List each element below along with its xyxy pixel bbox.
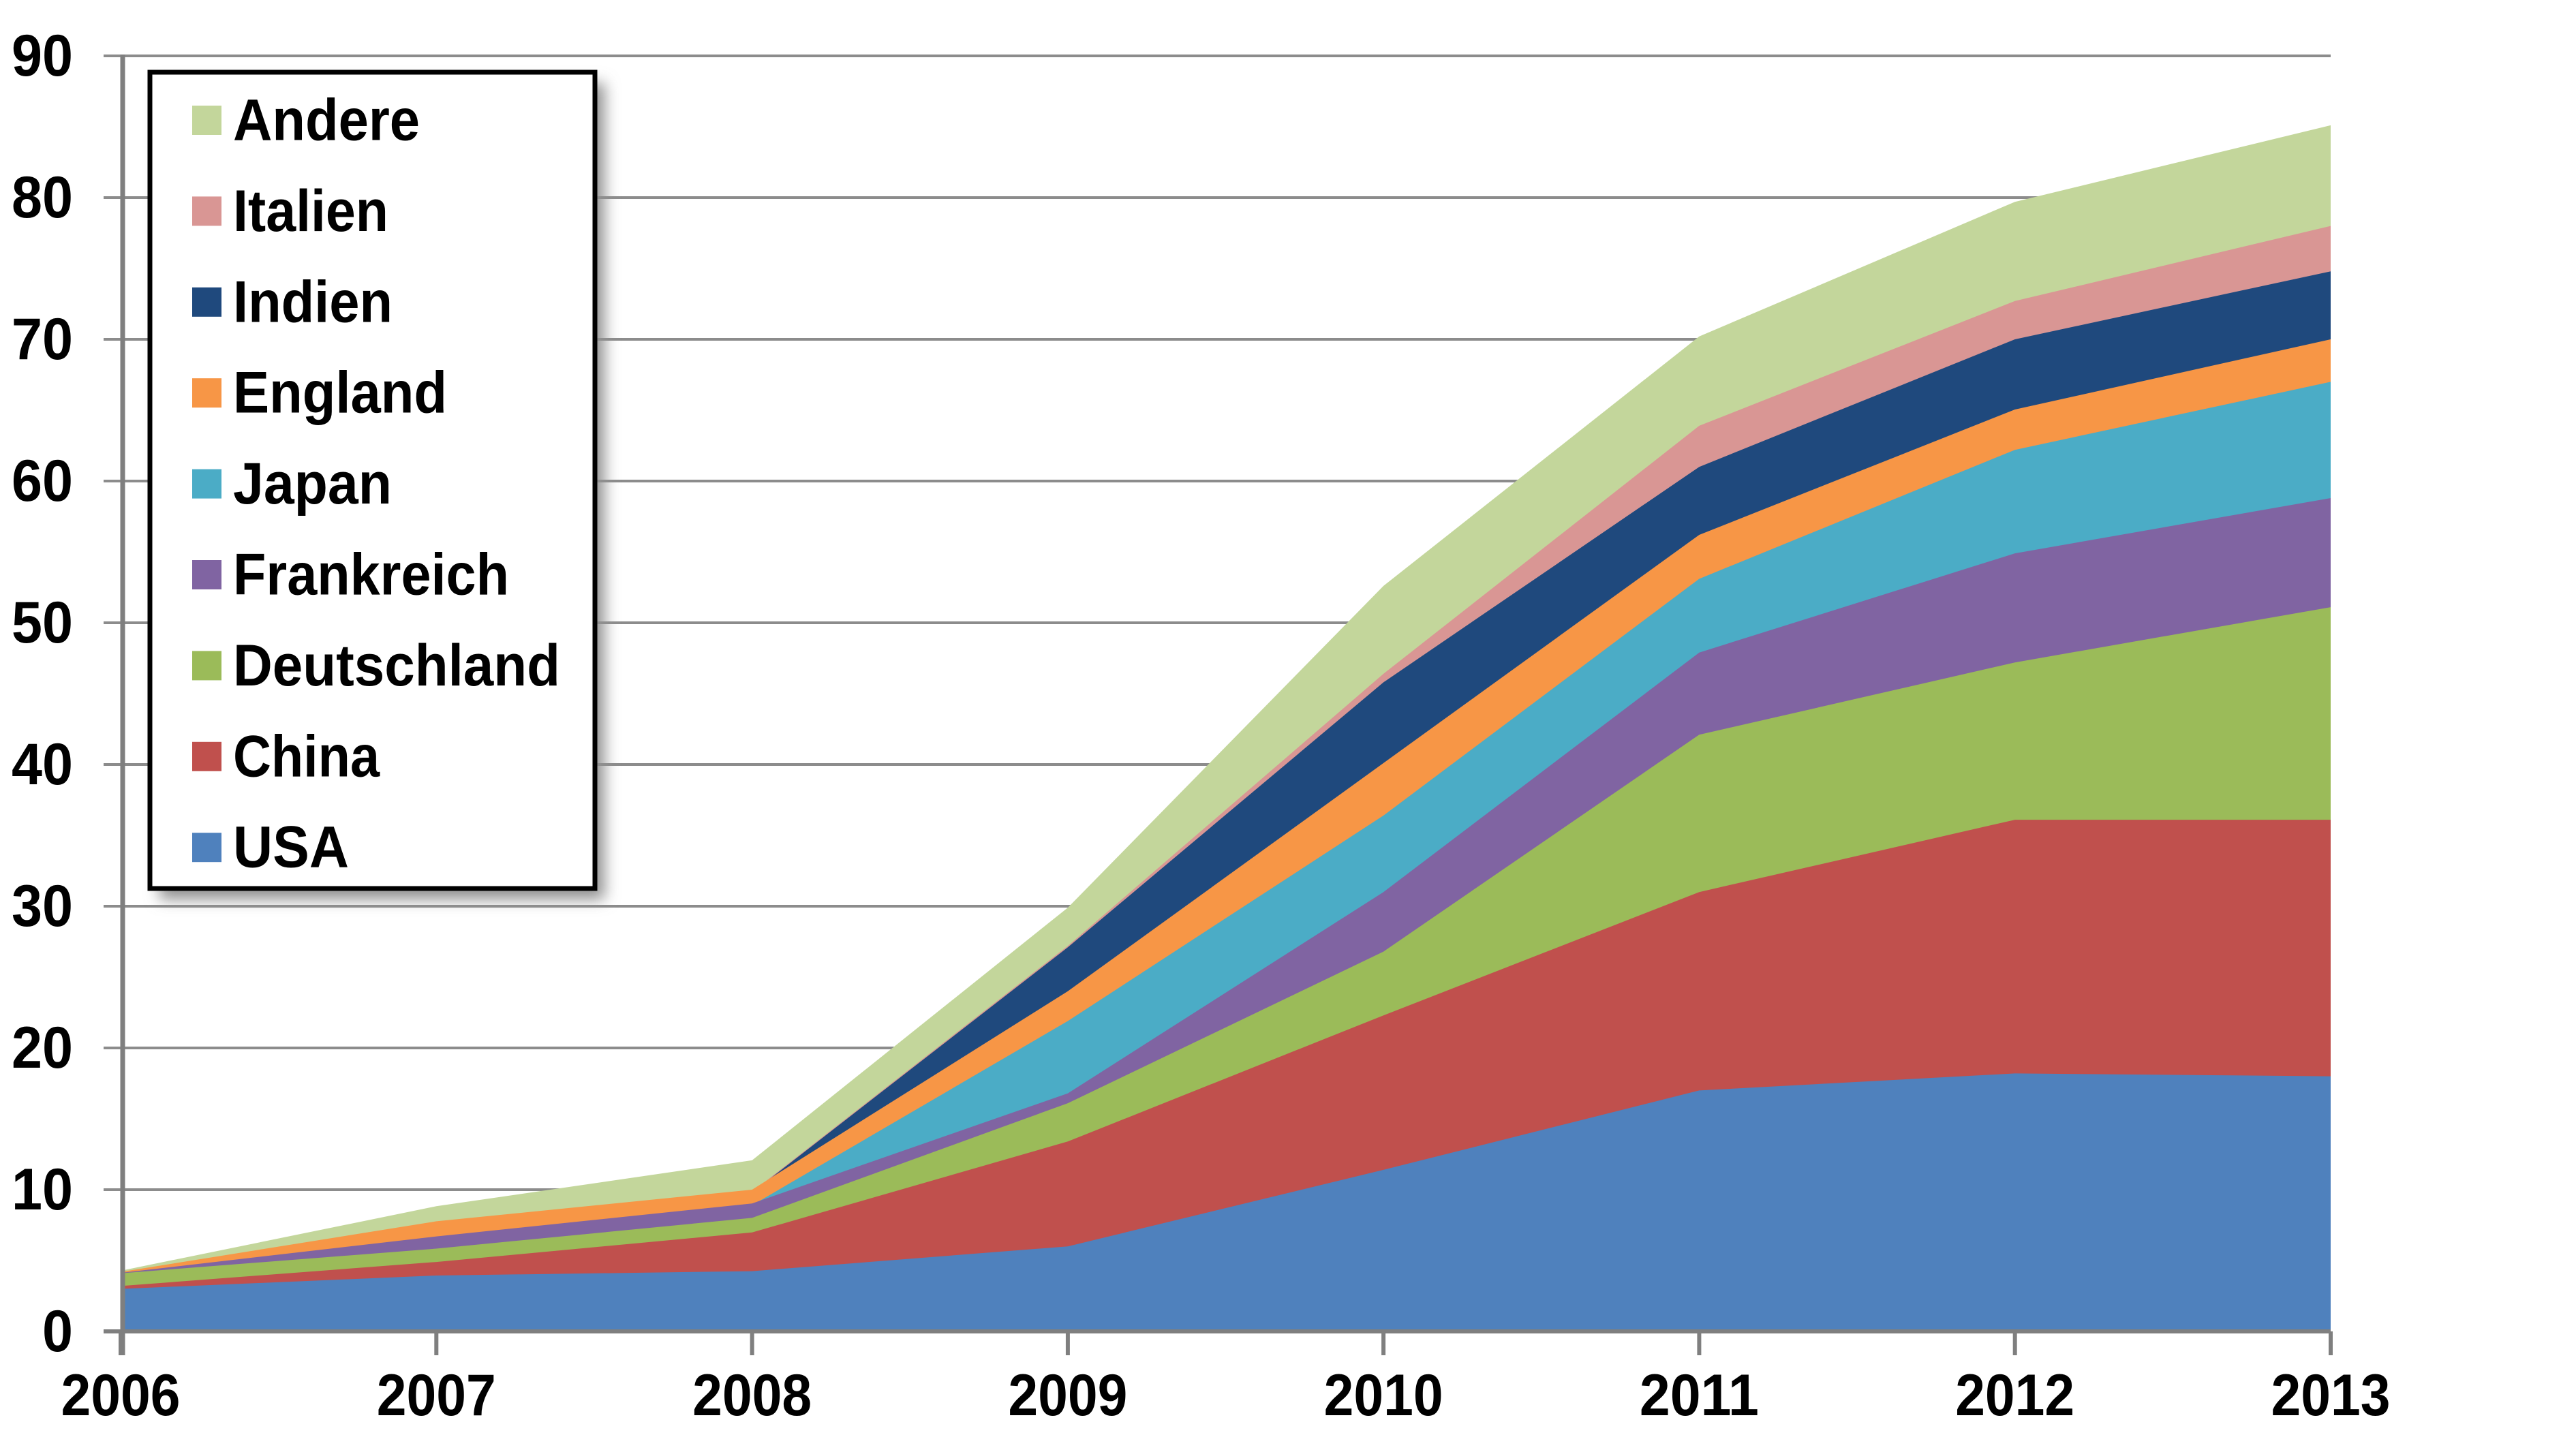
- svg-text:Frankreich: Frankreich: [233, 542, 509, 608]
- svg-text:40: 40: [12, 732, 73, 797]
- svg-text:70: 70: [12, 307, 73, 372]
- svg-text:England: England: [233, 360, 447, 426]
- svg-text:Andere: Andere: [233, 88, 420, 153]
- svg-text:2008: 2008: [692, 1363, 812, 1428]
- svg-text:Italien: Italien: [233, 179, 388, 244]
- svg-text:2013: 2013: [2271, 1363, 2391, 1428]
- svg-text:2007: 2007: [377, 1363, 496, 1428]
- svg-text:2011: 2011: [1640, 1363, 1759, 1428]
- svg-text:USA: USA: [233, 815, 349, 880]
- svg-text:2009: 2009: [1008, 1363, 1127, 1428]
- svg-text:China: China: [233, 724, 380, 789]
- svg-text:30: 30: [12, 874, 73, 939]
- svg-text:50: 50: [12, 590, 73, 655]
- svg-text:60: 60: [12, 448, 73, 514]
- svg-text:20: 20: [12, 1015, 73, 1081]
- svg-text:2006: 2006: [61, 1363, 181, 1428]
- svg-text:2012: 2012: [1955, 1363, 2074, 1428]
- svg-text:90: 90: [12, 23, 73, 89]
- svg-text:Deutschland: Deutschland: [233, 633, 560, 698]
- svg-text:10: 10: [12, 1157, 73, 1222]
- svg-text:80: 80: [12, 165, 73, 230]
- svg-text:Indien: Indien: [233, 269, 393, 335]
- svg-text:2010: 2010: [1324, 1363, 1443, 1428]
- svg-text:Japan: Japan: [233, 451, 392, 516]
- svg-text:0: 0: [42, 1299, 73, 1364]
